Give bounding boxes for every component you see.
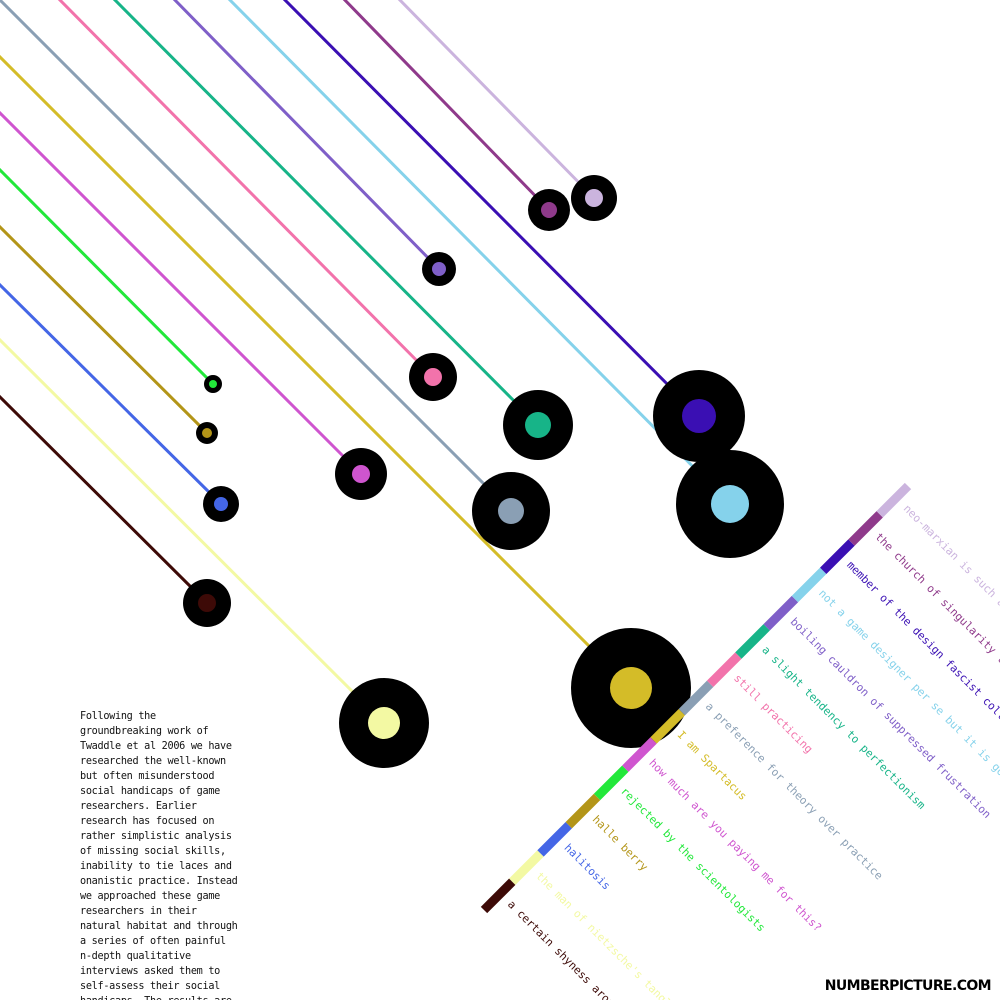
legend-segment-boiling-cauldron-of-suppressed-frustration: [763, 595, 799, 631]
bubble-core-halle-berry: [202, 428, 212, 438]
connector-line-still-practicing: [57, 0, 435, 379]
bubbles: [183, 175, 784, 768]
connector-line-a-preference-for-theory-over-practice: [0, 0, 513, 513]
brand-logo: NUMBERPICTURE.COM: [824, 978, 992, 994]
connector-line-i-am-spartacus: [0, 54, 633, 690]
bubble-core-the-man-of-nietzsche-s-tangled-words: [368, 707, 400, 739]
bubble-core-a-preference-for-theory-over-practice: [498, 498, 524, 524]
connector-line-member-of-the-design-fascist-collective: [282, 0, 701, 418]
legend-bar: [480, 482, 912, 914]
bubble-core-halitosis: [214, 497, 228, 511]
connector-line-boiling-cauldron-of-suppressed-frustration: [172, 0, 441, 271]
legend-segment-a-preference-for-theory-over-practice: [678, 680, 714, 716]
legend-segment-the-man-of-nietzsche-s-tangled-words: [509, 850, 544, 885]
connector-line-a-certain-shyness-around: [0, 394, 209, 605]
bubble-core-i-am-spartacus: [610, 667, 652, 709]
bubble-core-the-church-of-singularity-told-me: [541, 202, 557, 218]
legend-segment-how-much-are-you-paying-me-for-this: [622, 737, 657, 772]
legend-label-the-man-of-nietzsche-s-tangled-words: the man of nietzsche's tangled words: [533, 870, 711, 1000]
connector-line-the-man-of-nietzsche-s-tangled-words: [0, 337, 386, 725]
legend-label-boiling-cauldron-of-suppressed-frustration: boiling cauldron of suppressed frustrati…: [788, 615, 994, 821]
legend-segment-neo-marxian-is-such-a-simple-word: [876, 482, 912, 518]
connector-line-neo-marxian-is-such-a-simple-word: [397, 0, 596, 200]
bubble-core-a-certain-shyness-around: [198, 594, 216, 612]
connector-line-rejected-by-the-scientologists: [0, 167, 215, 386]
legend-segment-still-practicing: [706, 652, 742, 688]
bubble-core-a-slight-tendency-to-perfectionism: [525, 412, 551, 438]
legend-segment-i-am-spartacus: [650, 708, 686, 744]
legend-segment-halitosis: [537, 822, 572, 857]
bubble-core-boiling-cauldron-of-suppressed-frustration: [432, 262, 446, 276]
legend-segment-a-slight-tendency-to-perfectionism: [735, 624, 770, 659]
connector-line-a-slight-tendency-to-perfectionism: [112, 0, 540, 427]
bubble-core-how-much-are-you-paying-me-for-this: [352, 465, 370, 483]
legend-segment-the-church-of-singularity-told-me: [848, 511, 883, 546]
bubble-core-not-a-game-designer-per-se-but-it-is-good-for-my-career: [711, 485, 749, 523]
connector-line-not-a-game-designer-per-se-but-it-is-good-for-my-career: [227, 0, 732, 506]
legend-segment-not-a-game-designer-per-se-but-it-is-good-for-my-career: [791, 567, 827, 603]
legend-segment-a-certain-shyness-around: [480, 878, 516, 914]
bubble-core-rejected-by-the-scientologists: [209, 380, 217, 388]
legend-segment-member-of-the-design-fascist-collective: [820, 539, 855, 574]
connector-line-halle-berry: [0, 224, 209, 435]
bubble-core-member-of-the-design-fascist-collective: [682, 399, 716, 433]
bubble-core-still-practicing: [424, 368, 442, 386]
connector-lines: [0, 0, 732, 725]
legend-label-halitosis: halitosis: [562, 841, 613, 892]
connector-line-how-much-are-you-paying-me-for-this: [0, 110, 363, 476]
bubble-core-neo-marxian-is-such-a-simple-word: [585, 189, 603, 207]
body-text: Following the groundbreaking work of Twa…: [80, 711, 238, 1000]
legend-segment-halle-berry: [565, 793, 601, 829]
connector-line-the-church-of-singularity-told-me: [342, 0, 551, 212]
legend-label-halle-berry: halle berry: [590, 813, 651, 874]
legend-segment-rejected-by-the-scientologists: [593, 765, 629, 801]
connector-line-halitosis: [0, 282, 223, 506]
